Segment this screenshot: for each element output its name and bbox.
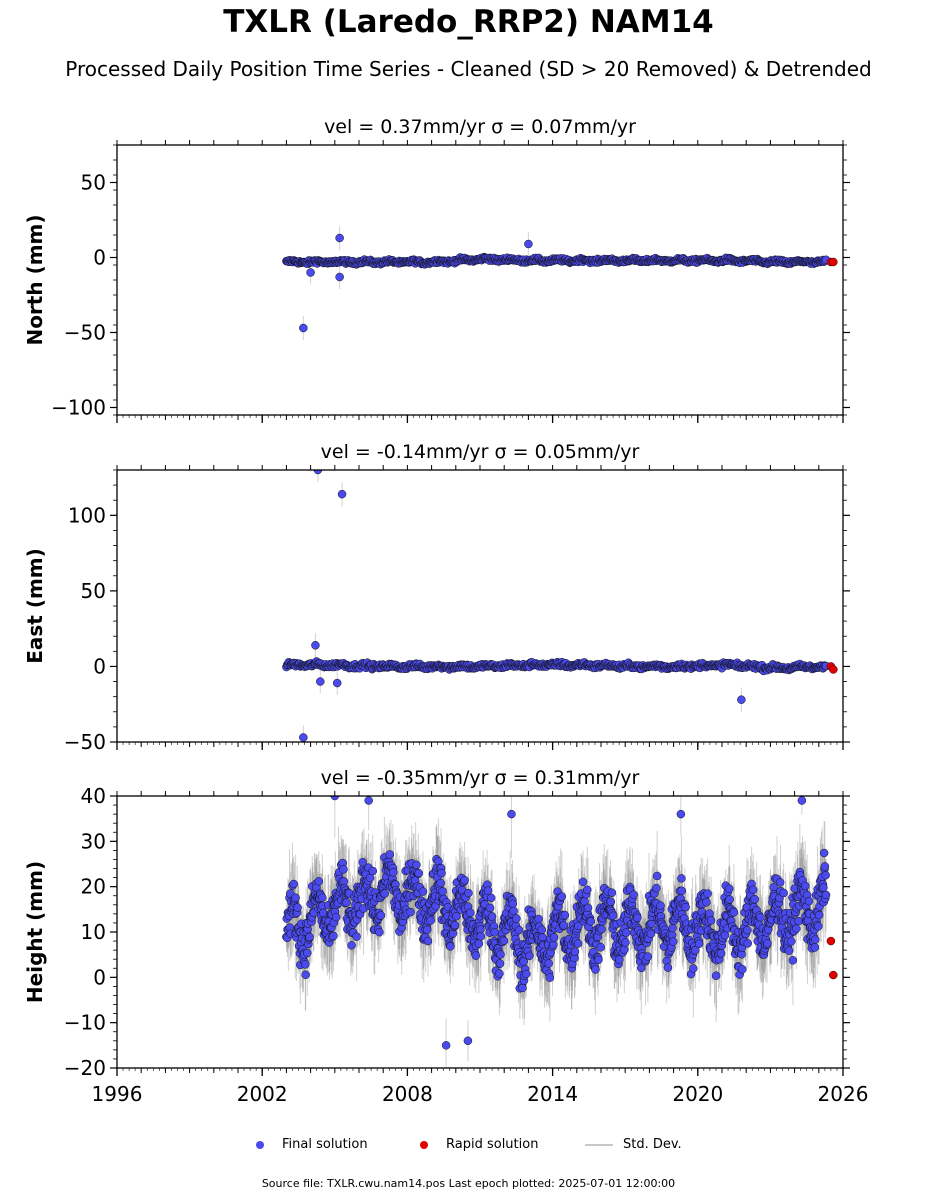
figure-subtitle: Processed Daily Position Time Series - C…: [65, 57, 872, 81]
plot-area: [282, 226, 838, 340]
std-dev-bars: [285, 470, 827, 742]
final-solution-point: [368, 866, 378, 876]
final-solution-point: [331, 912, 341, 922]
plot-frame: [116, 144, 844, 416]
plot-area: [282, 796, 838, 1068]
y-tick-label: −50: [64, 321, 106, 345]
y-tick-label: −100: [51, 396, 106, 420]
final-solution-point: [311, 641, 320, 650]
final-solution-point: [289, 879, 298, 889]
final-solution-point: [332, 678, 342, 688]
final-solution-point: [302, 948, 312, 958]
final-solution-point: [318, 893, 327, 902]
final-solution-point: [737, 695, 746, 704]
y-tick-label: 50: [81, 171, 106, 195]
final-solution-point: [352, 932, 361, 941]
rapid-solution-point: [829, 257, 838, 267]
final-solution-point: [335, 272, 344, 282]
final-solution-point: [524, 239, 533, 249]
y-tick-label: 100: [68, 503, 106, 527]
final-solution-point: [376, 911, 386, 920]
final-solution-point: [337, 489, 347, 499]
panel-title: vel = 0.37mm/yr σ = 0.07mm/yr: [324, 116, 636, 138]
x-axis-ticks: [116, 465, 844, 750]
y-tick-label: 0: [93, 246, 106, 270]
final-solution-point: [313, 470, 323, 475]
final-solution-point: [319, 908, 328, 918]
panel-title: vel = -0.14mm/yr σ = 0.05mm/yr: [321, 441, 640, 463]
y-axis-ticks: −50 0 50 100: [64, 469, 850, 754]
x-axis-ticks: [116, 140, 844, 423]
panel-1: −100 −50 0 50 vel = 0.37mm/yr σ = 0.07mm/yr N…: [23, 116, 850, 423]
final-solution-point: [299, 733, 308, 742]
final-solution-points: [282, 796, 831, 1050]
rapid-solution-points: [826, 662, 838, 674]
final-solution-point: [301, 960, 310, 969]
final-solution-point: [347, 941, 356, 950]
plot-area: [282, 470, 838, 742]
final-solution-point: [305, 932, 314, 942]
figure-title: TXLR (Laredo_RRP2) NAM14: [223, 4, 714, 40]
final-solution-point: [306, 268, 315, 277]
final-solution-point: [329, 931, 338, 941]
final-solution-point: [375, 927, 384, 937]
final-solution-point: [358, 857, 368, 867]
panel-2: −50 0 50 100 vel = -0.14mm/yr σ = 0.05mm/yr E…: [23, 441, 850, 754]
y-tick-label: −50: [64, 730, 106, 754]
final-solution-point: [335, 233, 344, 243]
final-solution-point: [316, 677, 325, 686]
final-solution-point: [293, 903, 302, 912]
final-solution-points: [282, 233, 831, 333]
rapid-solution-points: [826, 257, 838, 267]
final-solution-point: [291, 893, 300, 903]
y-tick-label: 0: [93, 654, 106, 678]
final-solution-point: [299, 323, 308, 333]
y-tick-label: 50: [81, 579, 106, 603]
final-solution-point: [342, 898, 351, 907]
y-axis-label: East (mm): [23, 548, 47, 664]
final-solution-point: [314, 877, 324, 886]
final-solution-points: [282, 470, 831, 742]
rapid-solution-point: [829, 665, 838, 674]
plot-frame: [116, 469, 844, 743]
std-dev-bars: [285, 226, 827, 340]
y-axis-label: North (mm): [23, 214, 47, 345]
y-axis-ticks: −100 −50 0 50: [51, 144, 850, 420]
final-solution-point: [301, 970, 310, 979]
final-solution-point: [339, 865, 348, 874]
